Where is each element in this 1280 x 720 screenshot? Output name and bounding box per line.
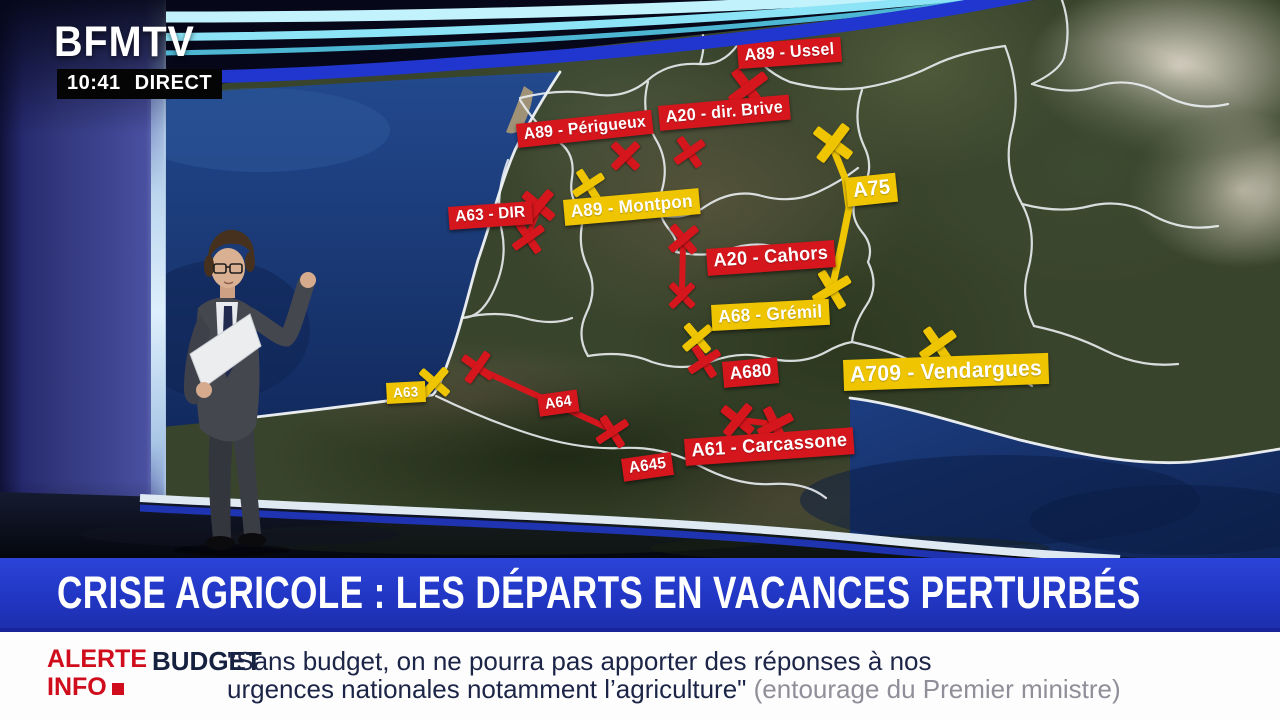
presenter-hand	[196, 382, 212, 398]
presenter-hand	[300, 272, 316, 288]
presenter-face	[211, 248, 245, 288]
headline-banner: CRISE AGRICOLE : LES DÉPARTS EN VACANCES…	[0, 558, 1280, 632]
road-label-a75: A75	[845, 172, 899, 207]
road-label-a20-cahors: A20 - Cahors	[706, 240, 836, 276]
closure-mark-red	[720, 401, 756, 437]
presenter	[174, 229, 316, 556]
road-label-a68-gremil: A68 - Grémil	[711, 298, 830, 331]
time-direct-box: 10:41 DIRECT	[57, 69, 223, 99]
live-badge: DIRECT	[134, 72, 213, 94]
studio-floor	[0, 492, 1140, 558]
presenter-leg	[233, 430, 261, 536]
screen-bottom-blue-edge	[139, 504, 1018, 558]
map-geography	[130, 0, 1280, 558]
road-label-a64: A64	[537, 389, 580, 417]
closure-mark-red	[672, 135, 707, 170]
info-word-row: INFO	[47, 673, 147, 701]
alerte-word: ALERTE	[47, 645, 147, 673]
clock: 10:41	[67, 72, 121, 94]
channel-logo-block: BFMTV 10:41 DIRECT	[54, 18, 223, 99]
screen-bottom-white-edge	[139, 494, 1121, 558]
red-square-icon	[111, 683, 124, 695]
alert-ticker: ALERTE INFO BUDGET "Sans budget, on ne p…	[0, 632, 1280, 720]
closure-mark-red	[594, 413, 631, 450]
screen-edge-light	[151, 72, 165, 508]
notes-paper	[189, 313, 262, 389]
presenter-hair	[207, 229, 255, 264]
presenter-shoe	[238, 533, 266, 547]
info-word: INFO	[47, 673, 107, 701]
quote-line-1: "Sans budget, on ne pourra pas apporter …	[227, 646, 932, 676]
road-label-a680: A680	[722, 357, 780, 388]
presenter-raised-arm	[241, 275, 315, 347]
route-line-yellow	[829, 144, 853, 288]
headline-text: CRISE AGRICOLE : LES DÉPARTS EN VACANCES…	[57, 567, 1141, 618]
ticker-topic: BUDGET	[152, 646, 262, 676]
road-label-a63: A63	[386, 380, 426, 404]
gironde-estuary	[506, 86, 533, 134]
road-label-a61-carcassone: A61 - Carcassone	[684, 427, 855, 466]
presenter-glasses	[213, 263, 243, 274]
closure-mark-red	[667, 223, 700, 256]
closure-mark-yellow	[812, 122, 855, 165]
closure-mark-red	[668, 281, 696, 309]
coastline	[228, 70, 1280, 465]
road-label-a709-vendargues: A709 - Vendargues	[843, 352, 1050, 391]
alerte-info-badge: ALERTE INFO	[47, 645, 147, 701]
closure-mark-red	[686, 343, 723, 380]
quote-line-2-text: urgences nationales notamment l’agricult…	[227, 674, 747, 704]
closure-mark-red	[459, 349, 495, 385]
quote-line-2: urgences nationales notamment l’agricult…	[227, 674, 1121, 705]
presenter-leg	[208, 429, 233, 538]
bfmtv-logo: BFMTV	[54, 18, 195, 66]
quote-attribution: (entourage du Premier ministre)	[753, 674, 1121, 704]
closure-mark-red	[610, 141, 640, 171]
presenter-shoe	[205, 536, 235, 550]
